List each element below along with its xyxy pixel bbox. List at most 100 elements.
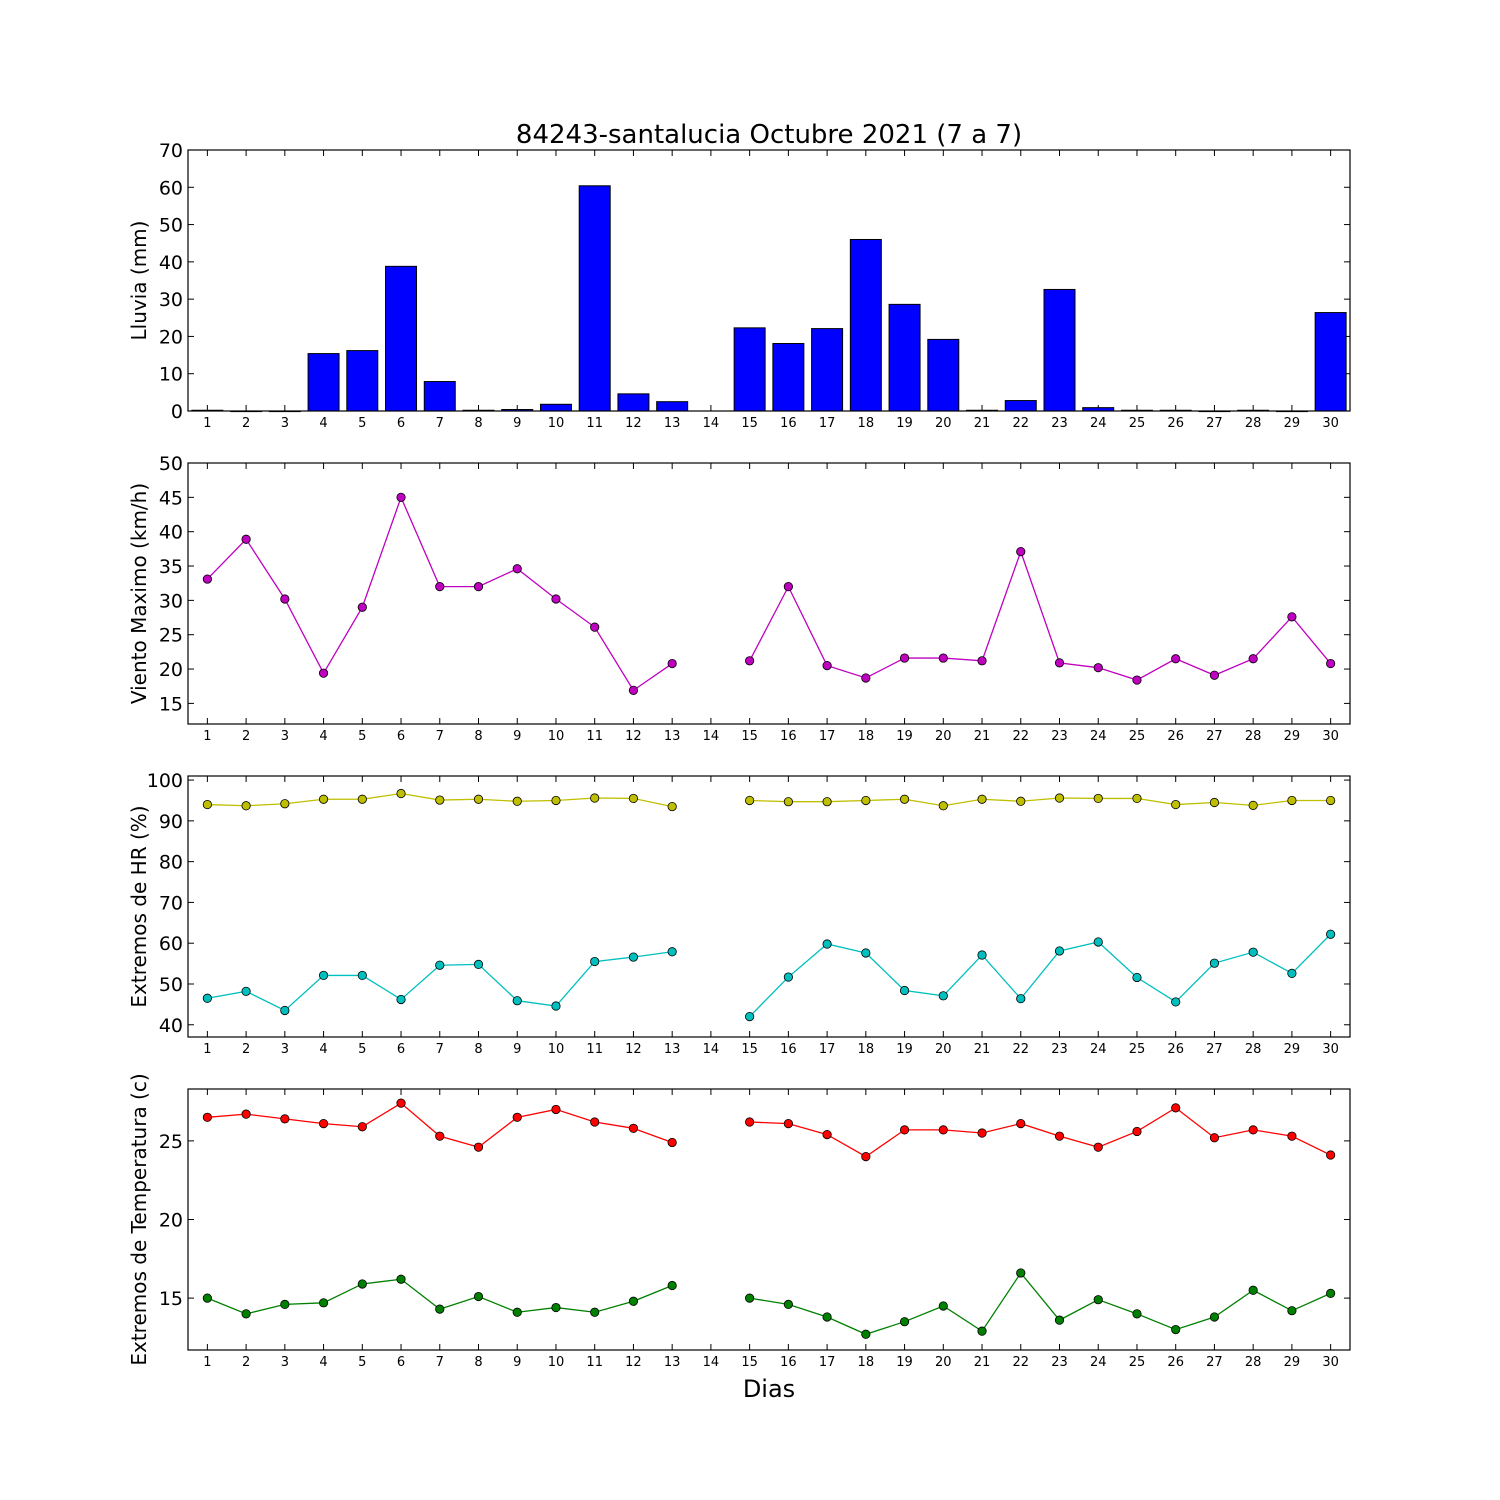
x-tick-label: 10 — [548, 416, 565, 431]
data-point — [861, 1329, 871, 1339]
y-tick-label: 15 — [159, 693, 183, 715]
y-tick-label: 80 — [159, 852, 183, 874]
data-point — [1016, 994, 1026, 1004]
x-tick-label: 27 — [1206, 729, 1223, 744]
x-tick-label: 25 — [1129, 1355, 1146, 1370]
data-point — [667, 1280, 677, 1291]
data-point — [745, 656, 755, 666]
bar — [578, 185, 611, 412]
data-point — [1209, 797, 1220, 808]
x-tick-label: 11 — [586, 1042, 603, 1057]
bar — [849, 238, 882, 412]
x-tick-label: 7 — [436, 1355, 444, 1370]
y-tick-label: 70 — [159, 140, 183, 162]
x-tick-label: 30 — [1322, 1042, 1339, 1057]
data-point — [590, 956, 600, 967]
y-tick-label: 20 — [159, 659, 183, 681]
x-tick-label: 1 — [203, 729, 211, 744]
x-tick-label: 22 — [1012, 1355, 1029, 1370]
data-point — [512, 1307, 522, 1317]
x-tick-label: 8 — [474, 1042, 482, 1057]
y-tick-label: 70 — [159, 892, 183, 914]
data-point — [1093, 937, 1103, 947]
data-point — [473, 1291, 484, 1302]
x-tick-label: 7 — [436, 1042, 444, 1057]
x-tick-label: 20 — [935, 729, 952, 744]
x-tick-label: 13 — [664, 1042, 681, 1057]
x-tick-label: 25 — [1129, 1042, 1146, 1057]
data-point — [1132, 972, 1142, 983]
x-tick-label: 12 — [625, 1355, 642, 1370]
data-point — [435, 960, 445, 970]
data-point — [938, 653, 948, 663]
bar — [888, 303, 921, 412]
x-tick-label: 17 — [819, 1355, 836, 1370]
bar — [346, 350, 379, 412]
x-tick-label: 24 — [1090, 1042, 1107, 1057]
y-tick-label: 15 — [159, 1288, 183, 1310]
x-tick-label: 2 — [242, 1355, 250, 1370]
x-tick-label: 10 — [548, 1042, 565, 1057]
data-point — [1171, 1103, 1181, 1113]
x-tick-label: 11 — [586, 416, 603, 431]
y-tick-label: 35 — [159, 556, 183, 578]
data-point — [202, 1112, 212, 1122]
y-tick-label: 90 — [159, 811, 183, 833]
y-axis-label: Lluvia (mm) — [127, 221, 151, 341]
y-tick-label: 100 — [147, 770, 183, 792]
x-tick-label: 28 — [1245, 1355, 1262, 1370]
data-point — [551, 1302, 561, 1313]
x-tick-label: 8 — [474, 416, 482, 431]
data-point — [628, 952, 639, 962]
y-tick-label: 25 — [159, 625, 183, 647]
x-tick-label: 17 — [819, 729, 836, 744]
data-point — [1287, 1131, 1297, 1141]
data-point — [783, 582, 793, 592]
data-point — [590, 1117, 600, 1127]
x-tick-label: 18 — [858, 1042, 875, 1057]
series-2 — [202, 1268, 1336, 1339]
x-tick-label: 23 — [1051, 1355, 1068, 1370]
x-tick-label: 14 — [703, 729, 720, 744]
y-tick-label: 60 — [159, 933, 183, 955]
data-point — [783, 972, 793, 982]
x-tick-label: 23 — [1051, 416, 1068, 431]
data-point — [202, 1293, 212, 1303]
x-tick-label: 18 — [858, 1355, 875, 1370]
x-tick-label: 29 — [1284, 1042, 1301, 1057]
y-tick-label: 30 — [159, 590, 183, 612]
data-point — [357, 1122, 367, 1132]
data-point — [1171, 997, 1181, 1007]
data-point — [318, 794, 329, 804]
x-tick-label: 27 — [1206, 1355, 1223, 1370]
data-point — [628, 1123, 639, 1133]
data-point — [628, 793, 639, 804]
y-tick-label: 40 — [159, 1015, 183, 1037]
data-point — [861, 795, 871, 806]
data-point — [473, 1142, 484, 1152]
series-1 — [202, 1098, 1336, 1162]
bar — [733, 327, 766, 412]
data-point — [1093, 793, 1103, 804]
plot-frame — [187, 775, 1351, 1038]
x-tick-label: 26 — [1167, 416, 1184, 431]
y-tick-label: 40 — [159, 252, 183, 274]
x-tick-label: 8 — [474, 1355, 482, 1370]
x-tick-label: 23 — [1051, 729, 1068, 744]
data-point — [1209, 1133, 1220, 1143]
x-tick-label: 1 — [203, 416, 211, 431]
data-point — [1054, 793, 1065, 803]
y-tick-label: 40 — [159, 522, 183, 544]
bar — [423, 381, 456, 412]
y-tick-label: 0 — [171, 401, 183, 423]
x-tick-label: 19 — [896, 416, 913, 431]
series-line — [749, 1107, 1331, 1158]
data-point — [1132, 793, 1142, 804]
data-point — [241, 801, 251, 811]
y-tick-label: 50 — [159, 215, 183, 237]
x-tick-label: 22 — [1012, 416, 1029, 431]
series-line — [749, 549, 1332, 681]
x-tick-label: 22 — [1012, 729, 1029, 744]
data-point — [357, 1279, 367, 1289]
